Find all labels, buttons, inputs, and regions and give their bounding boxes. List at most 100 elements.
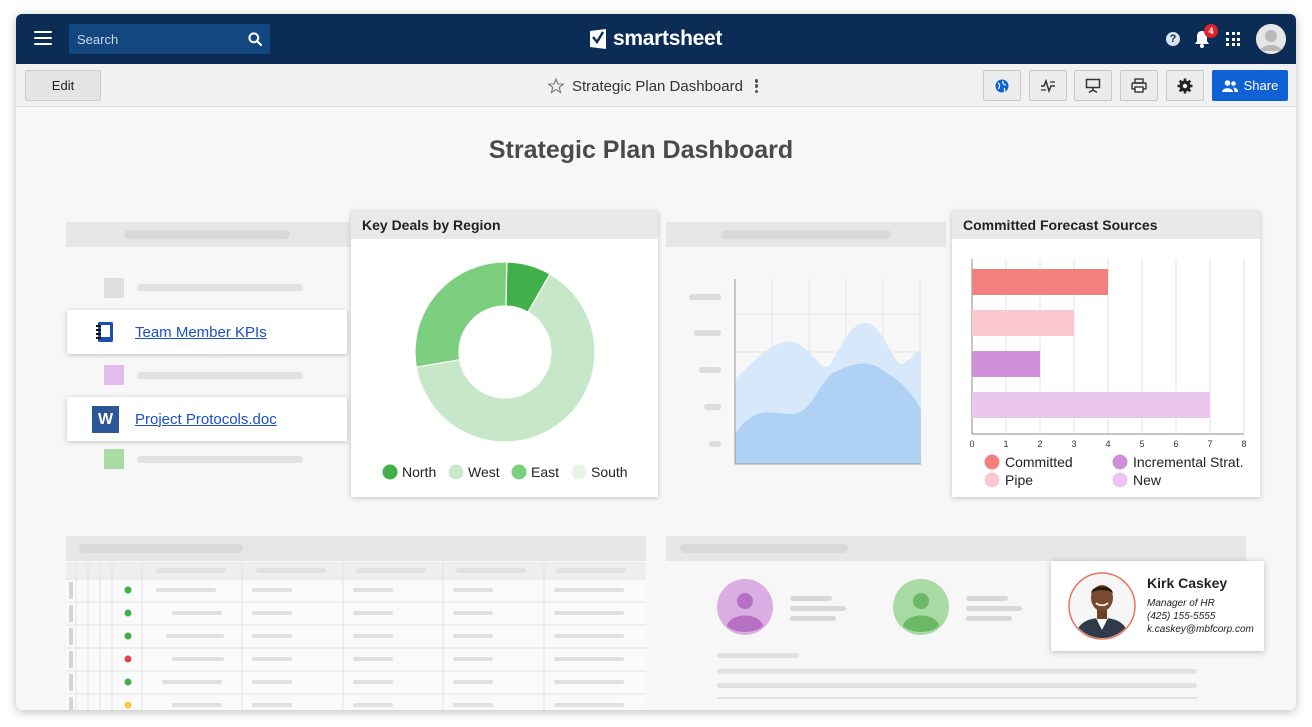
placeholder-text xyxy=(137,372,303,379)
search-box[interactable] xyxy=(69,24,270,54)
settings-gear-icon xyxy=(1177,78,1193,93)
print-button[interactable] xyxy=(1120,70,1158,101)
dashboard-toolbar: Edit Strategic Plan Dashboard Share xyxy=(16,64,1296,107)
logo-text: smartsheet xyxy=(613,27,723,50)
legend-swatch xyxy=(571,464,587,480)
notifications-button[interactable]: 4 xyxy=(1194,24,1218,48)
legend-swatch xyxy=(984,472,1000,488)
apps-grid-icon[interactable] xyxy=(1226,32,1240,46)
bar-pipe[interactable] xyxy=(972,310,1074,336)
x-tick-label: 6 xyxy=(1173,439,1178,449)
contact-card[interactable]: Kirk Caskey Manager of HR (425) 155-5555… xyxy=(1051,561,1264,651)
link-team-member-kpis[interactable]: Team Member KPIs xyxy=(67,310,347,354)
committed-forecast-sources-widget: Committed Forecast Sources 0 1 2 3 4 5 6 7 8 Comm… xyxy=(952,211,1260,497)
x-tick-label: 4 xyxy=(1105,439,1110,449)
help-icon[interactable]: ? xyxy=(1166,32,1180,46)
app-window: smartsheet ? 4 Edit Strategic Plan Dashb… xyxy=(16,14,1296,710)
placeholder-text xyxy=(137,284,303,291)
donut-chart: North West East South xyxy=(382,261,628,480)
donut-slice-east[interactable] xyxy=(414,261,508,368)
legend-swatch xyxy=(1112,472,1128,488)
menu-icon[interactable] xyxy=(34,31,52,46)
share-label: Share xyxy=(1243,78,1279,93)
legend-label: North xyxy=(402,464,436,480)
dashboard-settings-button[interactable] xyxy=(1166,70,1204,101)
legend-swatch xyxy=(382,464,398,480)
key-deals-by-region-widget: Key Deals by Region North West East South xyxy=(351,211,658,497)
x-tick-label: 2 xyxy=(1037,439,1042,449)
activity-log-icon xyxy=(1041,78,1055,93)
placeholder-square xyxy=(104,449,124,469)
share-button[interactable]: Share xyxy=(1212,70,1288,101)
bar-new[interactable] xyxy=(972,392,1210,418)
more-options-icon[interactable] xyxy=(754,79,759,93)
bar-incremental-strat-[interactable] xyxy=(972,351,1040,377)
printer-icon xyxy=(1131,78,1147,93)
x-tick-label: 5 xyxy=(1139,439,1144,449)
placeholder-contacts xyxy=(717,579,1197,699)
widget-title: Key Deals by Region xyxy=(351,211,658,239)
legend-label: Committed xyxy=(1005,454,1073,470)
status-dots xyxy=(124,586,132,709)
presentation-icon xyxy=(1085,78,1101,93)
x-tick-label: 0 xyxy=(969,439,974,449)
contact-email[interactable]: k.caskey@mbfcorp.com xyxy=(1147,624,1254,635)
top-nav-actions: ? 4 xyxy=(1166,22,1286,56)
legend-label: Incremental Strat. xyxy=(1133,454,1244,470)
legend-item-west: West xyxy=(448,464,500,480)
contact-name: Kirk Caskey xyxy=(1147,575,1228,591)
placeholder-square xyxy=(104,365,124,385)
legend-label: West xyxy=(468,464,500,480)
smartsheet-logo-icon xyxy=(590,29,606,49)
placeholder-text xyxy=(124,230,290,239)
bar-chart: 0 1 2 3 4 5 6 7 8 Committed Incremental Strat. Pipe… xyxy=(969,259,1247,488)
x-tick-label: 7 xyxy=(1207,439,1212,449)
top-navigation-bar: smartsheet ? 4 xyxy=(16,14,1296,64)
x-tick-label: 8 xyxy=(1241,439,1246,449)
widget-title: Committed Forecast Sources xyxy=(952,211,1260,239)
link-label[interactable]: Team Member KPIs xyxy=(135,323,267,341)
legend-item: Committed xyxy=(984,454,1073,470)
default-avatar-icon xyxy=(1256,24,1286,54)
search-icon[interactable] xyxy=(248,32,262,46)
donut-slice-west[interactable] xyxy=(415,273,596,443)
present-button[interactable] xyxy=(1074,70,1112,101)
placeholder-text xyxy=(137,456,303,463)
legend-swatch xyxy=(448,464,464,480)
placeholder-area-chart xyxy=(689,279,921,465)
document-title: Strategic Plan Dashboard xyxy=(572,77,743,95)
document-title-area: Strategic Plan Dashboard xyxy=(548,76,759,96)
legend-swatch xyxy=(1112,454,1128,470)
smartsheet-logo: smartsheet xyxy=(589,27,722,51)
legend-swatch xyxy=(984,454,1000,470)
publish-button[interactable] xyxy=(983,70,1021,101)
notification-badge: 4 xyxy=(1204,24,1218,38)
legend-label: South xyxy=(591,464,628,480)
favorite-star-icon[interactable] xyxy=(548,78,564,94)
legend-item: New xyxy=(1112,472,1162,488)
placeholder-text xyxy=(721,230,891,239)
search-input[interactable] xyxy=(69,24,239,54)
legend-swatch xyxy=(511,464,527,480)
placeholder-grid-table xyxy=(66,562,646,710)
contact-phone[interactable]: (425) 155-5555 xyxy=(1147,611,1216,622)
edit-button[interactable]: Edit xyxy=(25,70,101,101)
dashboard-title: Strategic Plan Dashboard xyxy=(488,136,794,164)
placeholder-square xyxy=(104,278,124,298)
placeholder-axis-labels xyxy=(689,294,721,447)
x-tick-label: 1 xyxy=(1003,439,1008,449)
link-project-protocols[interactable]: W Project Protocols.doc xyxy=(67,397,347,441)
legend-item-south: South xyxy=(571,464,628,480)
legend-item-east: East xyxy=(511,464,559,480)
legend-item-north: North xyxy=(382,464,436,480)
link-label[interactable]: Project Protocols.doc xyxy=(135,410,277,428)
legend-item: Incremental Strat. xyxy=(1112,454,1244,470)
user-avatar[interactable] xyxy=(1256,24,1286,54)
people-icon xyxy=(1221,79,1238,92)
legend-item: Pipe xyxy=(984,472,1033,488)
bar-committed[interactable] xyxy=(972,269,1108,295)
contact-photo xyxy=(1068,572,1136,640)
placeholder-text xyxy=(79,544,243,553)
activity-log-button[interactable] xyxy=(1029,70,1067,101)
legend-label: Pipe xyxy=(1005,472,1033,488)
